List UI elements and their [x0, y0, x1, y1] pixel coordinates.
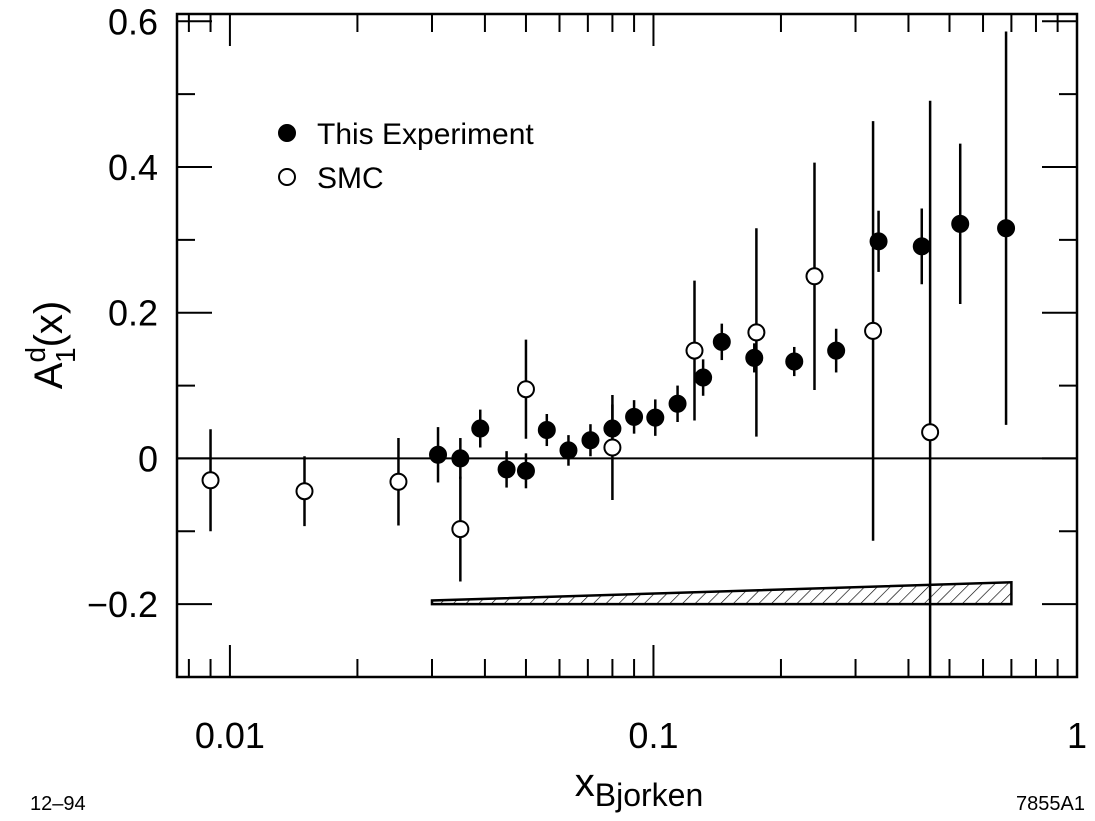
- point-smc: [747, 323, 766, 342]
- point-smc: [295, 482, 314, 501]
- legend-label-smc: SMC: [317, 162, 384, 195]
- axis-ticks: [177, 14, 1078, 678]
- point-smc: [451, 520, 470, 539]
- y-axis-label-superscript: d: [20, 347, 51, 363]
- point-this-experiment: [785, 352, 804, 371]
- point-this-experiment: [712, 332, 731, 351]
- point-this-experiment: [537, 421, 556, 440]
- x-axis-label-main: x: [575, 761, 595, 805]
- point-this-experiment: [668, 394, 687, 413]
- point-smc: [685, 341, 704, 360]
- systematic-error-band: [430, 580, 1013, 606]
- legend-marker-smc: [278, 168, 296, 186]
- point-this-experiment: [625, 407, 644, 426]
- point-smc: [516, 380, 535, 399]
- point-this-experiment: [559, 441, 578, 460]
- point-this-experiment: [603, 419, 622, 438]
- point-this-experiment: [516, 461, 535, 480]
- figure-code: 7855A1: [1016, 793, 1085, 815]
- date-code: 12–94: [30, 793, 86, 815]
- point-smc: [805, 267, 824, 286]
- y-axis-label-subscript: 1: [50, 347, 81, 363]
- point-smc: [389, 472, 408, 491]
- y-tick-label: 0.6: [108, 1, 158, 42]
- point-this-experiment: [694, 368, 713, 387]
- point-smc: [201, 471, 220, 490]
- y-tick-label: −0.2: [87, 584, 158, 625]
- point-this-experiment: [471, 419, 490, 438]
- point-smc: [603, 438, 622, 457]
- plot-frame: [175, 12, 1079, 679]
- point-this-experiment: [827, 341, 846, 360]
- y-tick-label: 0.2: [108, 293, 158, 334]
- point-this-experiment: [869, 232, 888, 251]
- point-this-experiment: [951, 214, 970, 233]
- y-tick-label: 0: [138, 438, 158, 479]
- x-tick-label: 1: [1067, 715, 1087, 756]
- tick-labels: 0.01 0.1 1 −0.2 0 0.2 0.4 0.6: [87, 1, 1087, 756]
- x-tick-label: 0.1: [628, 715, 678, 756]
- point-this-experiment: [646, 408, 665, 427]
- x-axis-label-subscript: Bjorken: [595, 777, 704, 813]
- point-this-experiment: [912, 237, 931, 256]
- x-axis-label: xBjorken: [575, 761, 704, 813]
- point-smc: [864, 321, 883, 340]
- y-axis-label-main: A: [27, 362, 71, 389]
- y-tick-label: 0.4: [108, 147, 158, 188]
- legend-marker-this-experiment: [278, 124, 296, 142]
- legend: This Experiment SMC: [278, 118, 534, 195]
- y-axis-label: Ad1(x): [20, 301, 81, 389]
- point-this-experiment: [745, 348, 764, 367]
- point-this-experiment: [581, 431, 600, 450]
- point-this-experiment: [429, 445, 448, 464]
- point-smc: [921, 423, 940, 442]
- legend-label-this-experiment: This Experiment: [317, 118, 534, 151]
- data-markers: [201, 214, 1016, 539]
- point-this-experiment: [497, 460, 516, 479]
- point-this-experiment: [451, 449, 470, 468]
- x-tick-label: 0.01: [195, 715, 265, 756]
- point-this-experiment: [997, 219, 1016, 238]
- y-axis-label-suffix: (x): [27, 301, 71, 348]
